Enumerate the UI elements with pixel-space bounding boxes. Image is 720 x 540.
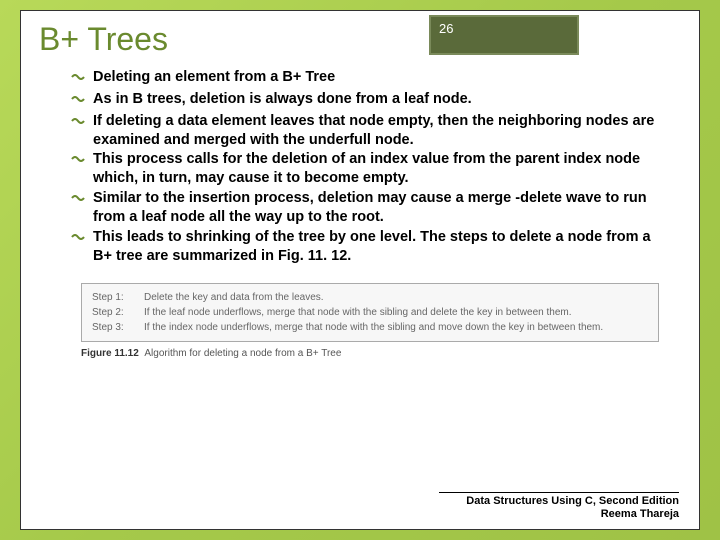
bullet-text: Deleting an element from a B+ Tree — [93, 68, 669, 87]
bullet-icon — [71, 70, 89, 89]
slide-title: B+ Trees — [39, 21, 681, 58]
page-number-box: 26 — [429, 15, 579, 55]
bullet-icon — [71, 92, 89, 111]
content-area: Deleting an element from a B+ Tree As in… — [21, 58, 699, 359]
bullet-text: This process calls for the deletion of a… — [93, 150, 669, 188]
bullet-item: Similar to the insertion process, deleti… — [71, 189, 669, 227]
footer-text-2: Reema Thareja — [439, 508, 679, 521]
step-label: Step 1: — [92, 290, 144, 305]
bullet-text: Similar to the insertion process, deleti… — [93, 189, 669, 227]
step-row: Step 2: If the leaf node underflows, mer… — [92, 305, 648, 320]
figure-label: Figure 11.12 — [81, 348, 139, 359]
bullet-text: As in B trees, deletion is always done f… — [93, 90, 669, 109]
bullet-icon — [71, 152, 89, 171]
step-label: Step 2: — [92, 305, 144, 320]
bullet-icon — [71, 191, 89, 210]
footer-text-1: Data Structures Using C, Second Edition — [439, 495, 679, 508]
header: B+ Trees 26 — [21, 11, 699, 58]
figure-text: Algorithm for deleting a node from a B+ … — [144, 348, 341, 359]
bullet-icon — [71, 230, 89, 249]
bullet-item: This leads to shrinking of the tree by o… — [71, 228, 669, 266]
bullet-text: If deleting a data element leaves that n… — [93, 112, 669, 150]
step-row: Step 3: If the index node underflows, me… — [92, 320, 648, 335]
slide-container: B+ Trees 26 Deleting an element from a B… — [20, 10, 700, 530]
step-text: If the index node underflows, merge that… — [144, 320, 603, 335]
bullet-item: If deleting a data element leaves that n… — [71, 112, 669, 150]
footer: Data Structures Using C, Second Edition … — [439, 492, 679, 521]
bullet-item: Deleting an element from a B+ Tree — [71, 68, 669, 89]
bullet-item: As in B trees, deletion is always done f… — [71, 90, 669, 111]
figure-caption: Figure 11.12 Algorithm for deleting a no… — [81, 348, 659, 359]
bullet-text: This leads to shrinking of the tree by o… — [93, 228, 669, 266]
steps-box: Step 1: Delete the key and data from the… — [81, 283, 659, 342]
footer-divider — [439, 492, 679, 493]
step-text: If the leaf node underflows, merge that … — [144, 305, 572, 320]
step-label: Step 3: — [92, 320, 144, 335]
bullet-icon — [71, 114, 89, 133]
step-text: Delete the key and data from the leaves. — [144, 290, 324, 305]
step-row: Step 1: Delete the key and data from the… — [92, 290, 648, 305]
page-number: 26 — [439, 21, 453, 36]
bullet-item: This process calls for the deletion of a… — [71, 150, 669, 188]
